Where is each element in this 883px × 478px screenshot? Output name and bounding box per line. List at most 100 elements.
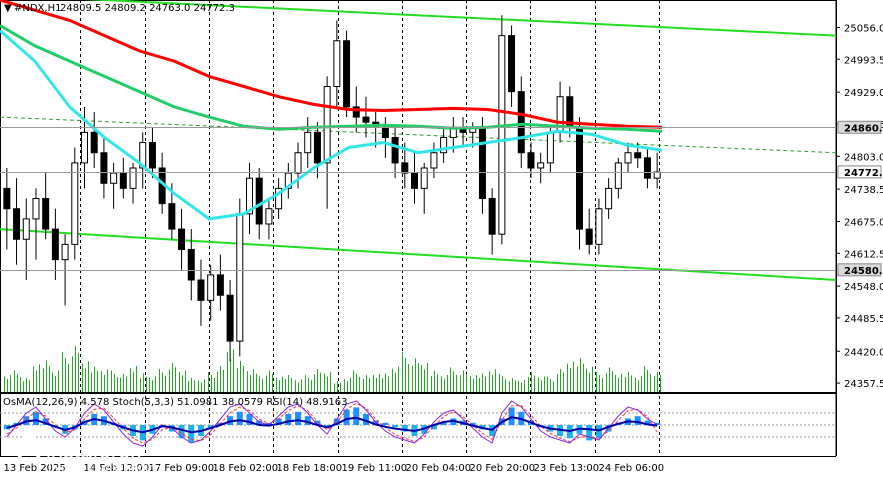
candle [90, 112, 98, 168]
osma-bar [246, 414, 253, 425]
price-tick-label: 24993.5 [844, 55, 883, 66]
candle [624, 142, 632, 174]
candle [517, 76, 525, 168]
time-tick-label: 17 Feb 09:00 [149, 463, 215, 474]
candle-body [255, 177, 263, 225]
osma-bar [13, 422, 20, 425]
osma-bar [353, 407, 360, 425]
osma-bar [314, 420, 321, 425]
candle [343, 30, 351, 118]
candle [246, 162, 253, 235]
time-tick-label: 24 Feb 06:00 [599, 463, 665, 474]
symbol-arrow-icon: ▼ [4, 3, 12, 14]
candle [148, 127, 156, 179]
price-tick-label: 24929.0 [844, 88, 883, 99]
price-axis-background [836, 0, 883, 478]
time-tick-label: 19 Feb 11:00 [342, 463, 408, 474]
moving-averages [0, 0, 663, 221]
candle-body [197, 279, 205, 301]
price-tick-label: 24612.5 [844, 249, 883, 260]
indicator-panel: OsMA(12,26,9) 4.578 Stoch(5,3,3) 51.0981… [0, 395, 881, 464]
trend-channel [0, 0, 837, 281]
osma-bar [295, 411, 302, 425]
candle [488, 188, 496, 255]
candle-body [430, 152, 438, 169]
price-tick-label: 24485.5 [844, 314, 883, 325]
candle [22, 198, 30, 280]
candle-body [275, 187, 283, 210]
osma-bar [595, 425, 602, 439]
candle [187, 229, 195, 301]
time-tick-label: 20 Feb 20:00 [470, 463, 536, 474]
candle-body [343, 40, 351, 108]
price-tick-label: 24803.0 [844, 152, 883, 163]
candle-body [624, 152, 632, 164]
candle [478, 117, 486, 214]
candle [304, 117, 312, 168]
osma-bar [634, 416, 641, 425]
candle [333, 20, 341, 107]
osma-bar [285, 414, 292, 425]
candle-body [643, 157, 651, 179]
time-tick-label: 18 Feb 02:00 [213, 463, 279, 474]
candle-body [333, 40, 341, 88]
candle-body [32, 198, 40, 220]
candle [42, 173, 50, 240]
candle [51, 208, 59, 280]
candle-body [401, 162, 409, 174]
osma-bar [304, 416, 311, 425]
chart-symbol: #NDX,H1 [14, 3, 61, 14]
price-tick-label: 24675.0 [844, 217, 883, 228]
candle-body [478, 126, 486, 200]
stoch-signal-line [6, 402, 658, 444]
osma-bar [275, 418, 282, 425]
moving-average-line [0, 0, 663, 129]
candle-body [391, 136, 399, 164]
logo-cross-icon [22, 442, 36, 456]
price-tick-label: 24548.0 [844, 282, 883, 293]
candle [265, 198, 273, 240]
osma-bar [644, 420, 651, 425]
candle-body [71, 162, 79, 245]
candle-body [546, 131, 554, 164]
candle [498, 15, 506, 245]
candle-body [168, 203, 176, 230]
price-tag-box [837, 120, 882, 134]
candle [643, 147, 651, 189]
candle-body [498, 35, 506, 235]
candle-body [81, 131, 88, 164]
ohlc-values: 24809.5 24809.2 24763.0 24772.3 [60, 3, 235, 14]
chart-grid [0, 0, 837, 457]
moving-average-line [0, 29, 663, 221]
channel-upper-line [83, 0, 837, 37]
candle [411, 152, 418, 204]
candle-body [614, 162, 622, 189]
price-axis: 25056.024993.524929.024866.524803.024738… [836, 0, 883, 478]
candle [420, 162, 428, 214]
price-tag-box [837, 165, 882, 179]
candle-body [517, 91, 525, 154]
candle-body [362, 116, 370, 123]
candle [556, 81, 564, 143]
candle [508, 25, 516, 107]
osma-bar [42, 418, 49, 425]
rsi-line-bold [6, 416, 658, 434]
candle [537, 152, 545, 184]
candle-body [411, 172, 418, 189]
candle-body [178, 228, 186, 250]
candle-body [440, 136, 448, 154]
osma-bar [382, 422, 389, 425]
brand-name: instaforex [46, 438, 141, 463]
candle [576, 117, 583, 250]
osma-bar [401, 425, 408, 432]
candle-body [22, 218, 30, 240]
candle [13, 178, 21, 265]
price-tag-label: 24580.0 [844, 266, 883, 277]
candle-body [527, 152, 535, 169]
osma-bar [236, 411, 243, 425]
osma-bar [586, 425, 593, 441]
candle [440, 127, 448, 163]
osma-bar [362, 414, 369, 425]
